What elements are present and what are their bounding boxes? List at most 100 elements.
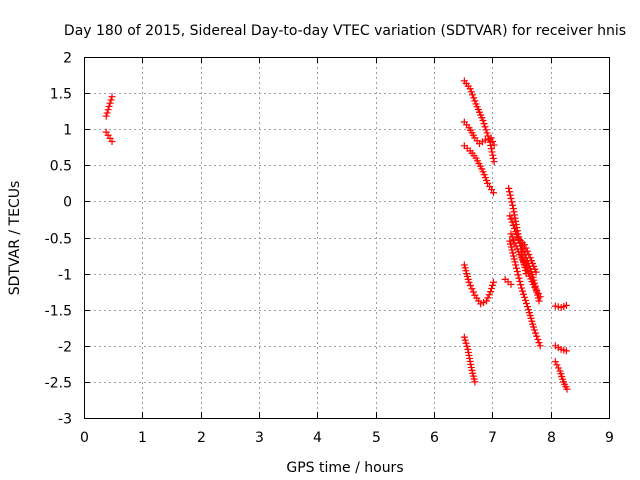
- data-point-marker: [522, 296, 529, 304]
- data-point-marker: [517, 281, 525, 289]
- data-point-marker: [525, 250, 533, 258]
- data-point-marker: [102, 112, 110, 120]
- data-point-marker: [489, 137, 497, 145]
- data-point-marker: [510, 236, 518, 244]
- data-point-marker: [520, 290, 527, 298]
- data-point-marker: [509, 201, 517, 209]
- data-point-marker: [108, 137, 116, 145]
- data-point-marker: [507, 230, 515, 238]
- y-tick-label: -3: [58, 412, 72, 428]
- data-point-marker: [534, 335, 542, 343]
- data-point-marker: [510, 255, 518, 263]
- x-tick-label: 8: [547, 430, 556, 446]
- data-point-marker: [460, 333, 468, 341]
- data-segment: [460, 142, 497, 197]
- data-segment: [507, 230, 544, 301]
- y-axis-label: SDTVAR / TECUs: [7, 181, 23, 296]
- data-segment: [551, 342, 570, 355]
- data-point-marker: [532, 268, 540, 276]
- x-axis-label: GPS time / hours: [286, 460, 403, 476]
- y-tick-label: -1.5: [45, 304, 72, 320]
- data-point-marker: [506, 237, 514, 245]
- data-point-marker: [485, 291, 493, 299]
- x-tick-label: 7: [488, 430, 497, 446]
- data-point-marker: [487, 134, 495, 142]
- data-point-marker: [505, 188, 513, 196]
- data-point-marker: [553, 361, 561, 369]
- data-point-marker: [511, 258, 519, 266]
- x-tick-label: 6: [430, 430, 439, 446]
- data-point-marker: [467, 88, 475, 96]
- data-point-marker: [551, 358, 559, 366]
- x-tick-label: 1: [138, 430, 147, 446]
- data-point-marker: [506, 212, 514, 220]
- data-point-marker: [480, 120, 488, 128]
- data-point-marker: [469, 288, 477, 296]
- data-point-marker: [487, 145, 495, 153]
- data-point-marker: [489, 154, 497, 162]
- data-point-marker: [523, 300, 530, 308]
- data-point-marker: [535, 297, 543, 305]
- data-point-marker: [509, 249, 517, 257]
- data-point-marker: [533, 332, 541, 340]
- data-point-marker: [536, 293, 544, 301]
- data-point-marker: [471, 97, 479, 105]
- data-point-marker: [488, 285, 496, 293]
- data-point-marker: [484, 294, 492, 302]
- data-point-marker: [508, 218, 516, 226]
- data-point-marker: [470, 94, 478, 102]
- data-segment: [460, 261, 497, 308]
- data-point-marker: [483, 129, 491, 137]
- chart-title: Day 180 of 2015, Sidereal Day-to-day VTE…: [64, 23, 626, 39]
- data-point-marker: [461, 336, 469, 344]
- data-point-marker: [489, 281, 497, 289]
- y-tick-label: 0.5: [50, 159, 72, 175]
- data-point-marker: [507, 195, 515, 203]
- x-tick-label: 4: [313, 430, 322, 446]
- data-segment: [102, 93, 116, 120]
- data-point-marker: [506, 191, 514, 199]
- data-point-marker: [524, 303, 531, 311]
- plot-frame: [84, 57, 610, 419]
- data-point-marker: [479, 117, 487, 125]
- data-segment: [551, 301, 570, 312]
- data-point-marker: [490, 158, 498, 166]
- x-tick-label: 3: [255, 430, 264, 446]
- data-point-marker: [469, 91, 476, 99]
- data-point-marker: [515, 274, 523, 282]
- data-segment: [102, 128, 116, 145]
- data-point-marker: [468, 285, 476, 293]
- y-tick-label: 2: [63, 51, 72, 67]
- y-tick-label: 1.5: [50, 87, 72, 103]
- x-tick-label: 2: [197, 430, 206, 446]
- data-point-marker: [462, 339, 470, 347]
- data-points: [102, 77, 571, 393]
- data-point-marker: [520, 241, 528, 249]
- x-tick-label: 9: [605, 430, 614, 446]
- data-point-marker: [535, 339, 543, 347]
- data-point-marker: [509, 221, 517, 229]
- data-segment: [515, 235, 540, 276]
- data-point-marker: [507, 280, 515, 288]
- y-tick-label: -2: [58, 340, 72, 356]
- data-point-marker: [103, 109, 111, 117]
- data-point-marker: [513, 268, 521, 276]
- data-point-marker: [463, 342, 471, 350]
- data-point-marker: [481, 123, 489, 131]
- data-point-marker: [489, 151, 497, 159]
- y-tick-label: -1: [58, 268, 72, 284]
- data-point-marker: [108, 93, 116, 101]
- data-point-marker: [508, 233, 516, 241]
- data-point-marker: [562, 347, 570, 355]
- data-point-marker: [507, 215, 515, 223]
- data-point-marker: [487, 288, 495, 296]
- data-point-marker: [490, 141, 498, 149]
- data-point-marker: [523, 247, 531, 255]
- data-point-marker: [516, 277, 524, 285]
- data-point-marker: [522, 244, 530, 252]
- data-point-marker: [466, 85, 474, 93]
- data-point-marker: [521, 293, 528, 301]
- data-point-marker: [482, 126, 490, 134]
